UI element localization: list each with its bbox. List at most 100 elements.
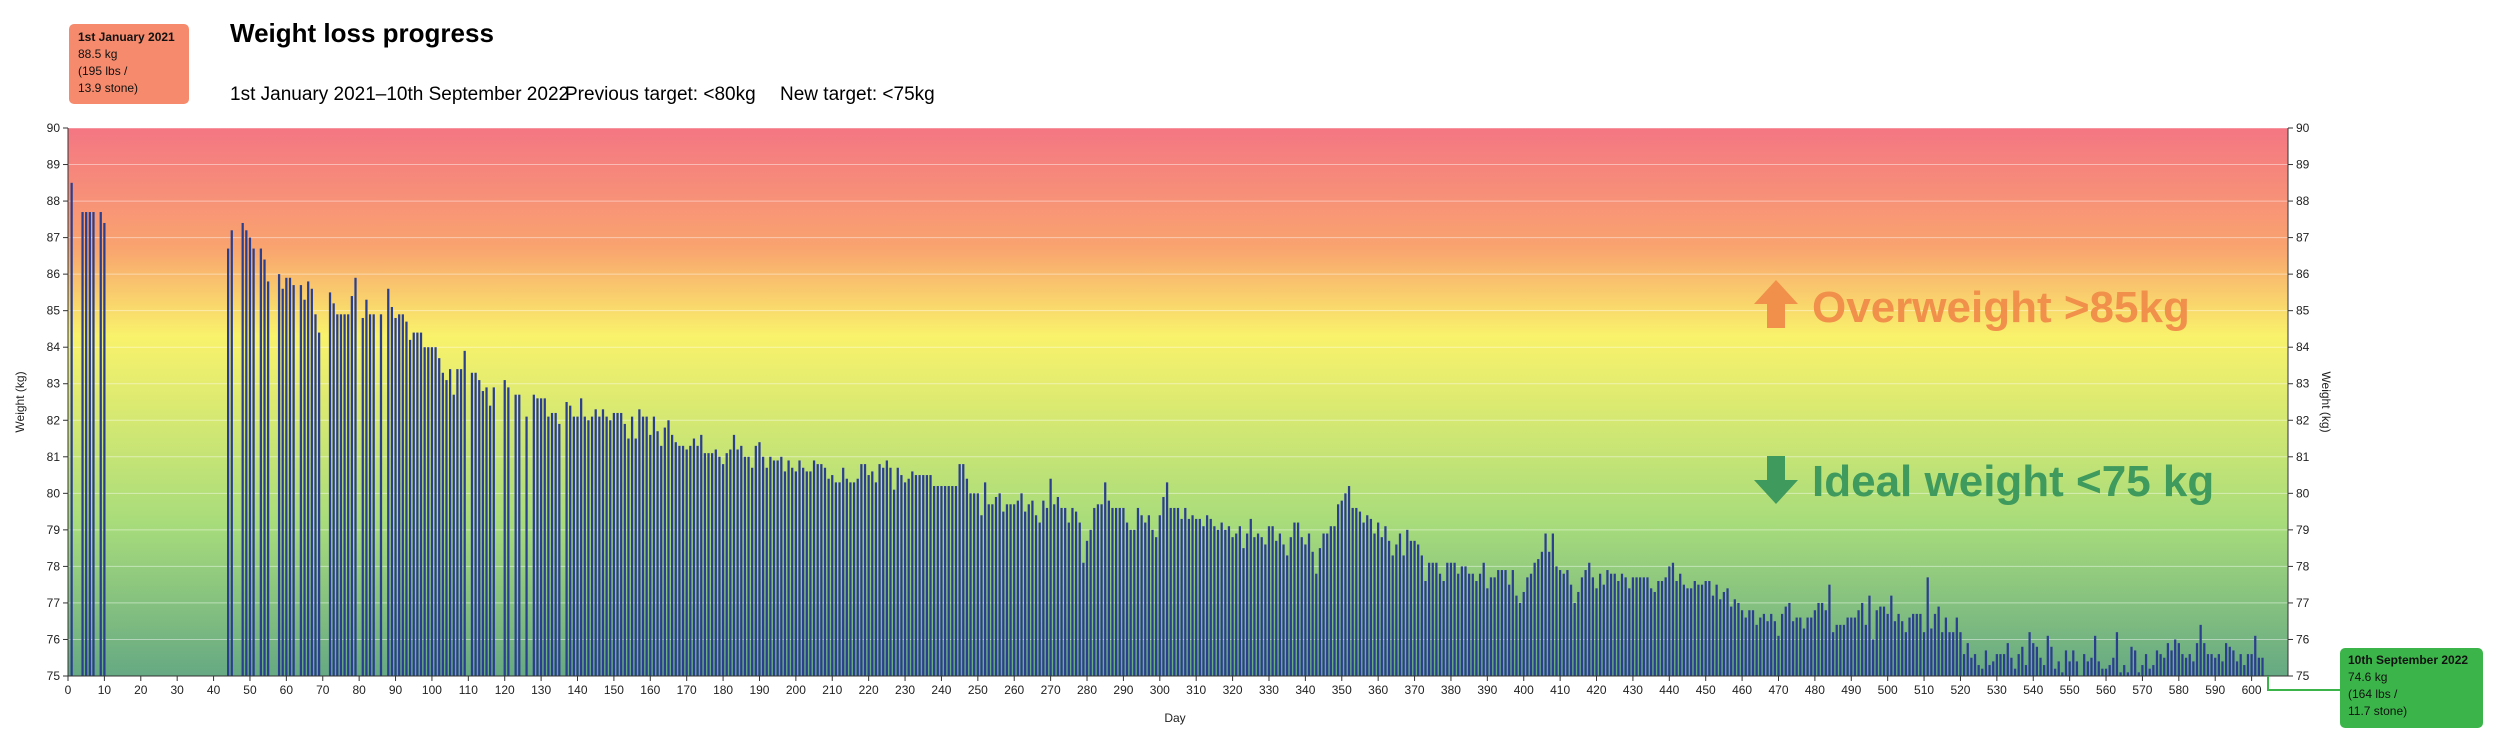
y-tick-label: 81	[47, 450, 61, 464]
weight-bar	[1238, 526, 1241, 676]
weight-bar	[1904, 632, 1907, 676]
weight-bar	[1125, 522, 1129, 676]
weight-bar	[820, 464, 823, 676]
weight-bar	[343, 314, 346, 676]
weight-bar	[2104, 668, 2108, 676]
weight-bar	[1857, 610, 1860, 676]
weight-bar	[991, 504, 994, 676]
weight-bar	[747, 456, 750, 676]
weight-bar	[1231, 537, 1234, 676]
weight-bar	[776, 460, 779, 676]
weight-bar	[1002, 511, 1005, 676]
weight-bar	[1609, 573, 1613, 676]
weight-bar	[1737, 602, 1740, 676]
weight-bar	[241, 222, 244, 676]
y-tick-label: 78	[47, 559, 61, 573]
weight-bar	[1500, 570, 1504, 676]
weight-bar	[2210, 654, 2213, 676]
weight-bar	[401, 314, 404, 676]
weight-bar	[1049, 478, 1052, 676]
y-tick-label: 76	[47, 632, 61, 646]
weight-bar	[350, 296, 353, 676]
weight-bar	[416, 332, 419, 676]
weight-bar	[2192, 661, 2195, 676]
weight-bar	[1806, 617, 1809, 676]
x-tick-label: 50	[243, 683, 257, 697]
weight-bar	[714, 449, 717, 676]
weight-bar	[558, 423, 561, 676]
weight-bar	[1249, 518, 1252, 676]
x-tick-label: 440	[1659, 683, 1679, 697]
weight-bar	[536, 398, 539, 676]
weight-bar	[1311, 551, 1314, 676]
weight-bar	[456, 369, 459, 676]
weight-bar	[1377, 522, 1380, 676]
end-date-box: 10th September 2022 74.6 kg (164 lbs / 1…	[2267, 648, 2483, 728]
weight-bar	[1657, 581, 1660, 676]
weight-bar	[1155, 537, 1158, 676]
weight-bar	[907, 478, 910, 676]
weight-bar	[1133, 529, 1136, 676]
weight-bar	[1933, 613, 1937, 676]
weight-bar	[1912, 613, 1915, 676]
weight-bar	[1493, 577, 1496, 676]
weight-bar	[958, 464, 961, 676]
x-tick-label: 130	[531, 683, 551, 697]
weight-bar	[638, 409, 641, 676]
x-tick-label: 80	[352, 683, 366, 697]
weight-bar	[438, 358, 441, 676]
weight-bar	[1679, 573, 1682, 676]
weight-bar	[452, 394, 455, 676]
weight-bar	[1595, 588, 1598, 676]
weight-bar	[630, 416, 634, 676]
weight-bar	[285, 277, 288, 676]
weight-bar	[1387, 540, 1391, 676]
x-tick-label: 240	[931, 683, 951, 697]
weight-bar	[449, 369, 452, 676]
weight-bar	[365, 299, 368, 676]
weight-bar	[2028, 632, 2031, 676]
weight-bar	[1187, 518, 1191, 676]
weight-bar	[827, 478, 830, 676]
weight-bar	[1620, 573, 1624, 676]
weight-bar	[1944, 617, 1948, 676]
weight-bar	[605, 416, 608, 676]
weight-bar	[590, 416, 594, 676]
weight-bar	[332, 303, 335, 676]
x-tick-label: 110	[459, 683, 478, 697]
weight-bar	[754, 445, 757, 676]
weight-bar	[514, 394, 517, 676]
weight-bar	[1562, 573, 1565, 676]
weight-bar	[1489, 577, 1493, 676]
weight-bar	[601, 409, 605, 676]
x-tick-label: 70	[316, 683, 330, 697]
weight-bar	[612, 412, 616, 676]
weight-bar	[2221, 661, 2224, 676]
weight-bar	[1799, 617, 1802, 676]
y-tick-label: 75	[47, 669, 61, 683]
weight-bar	[354, 277, 357, 676]
y-tick-label-right: 89	[2296, 158, 2310, 172]
weight-bar	[1995, 654, 1998, 676]
weight-bar	[2177, 643, 2180, 676]
x-tick-label: 490	[1841, 683, 1861, 697]
weight-bar	[434, 347, 437, 676]
weight-bar	[1671, 562, 1675, 676]
weight-bar	[1235, 533, 1238, 676]
weight-bar	[2075, 661, 2079, 676]
weight-bar	[1067, 522, 1070, 676]
y-tick-label: 86	[47, 267, 61, 281]
x-tick-label: 20	[134, 683, 148, 697]
weight-bar	[1526, 577, 1529, 676]
y-tick-label-right: 88	[2296, 194, 2310, 208]
weight-bar	[1675, 581, 1678, 676]
y-tick-label: 85	[47, 304, 61, 318]
weight-bar	[1122, 507, 1125, 676]
weight-bar	[1697, 584, 1700, 676]
weight-bar	[1286, 555, 1289, 676]
weight-bar	[1395, 544, 1398, 676]
weight-bar	[2108, 665, 2111, 676]
x-tick-label: 150	[604, 683, 624, 697]
y-tick-label-right: 76	[2296, 632, 2310, 646]
start-box-weight: 88.5 kg	[78, 47, 117, 61]
